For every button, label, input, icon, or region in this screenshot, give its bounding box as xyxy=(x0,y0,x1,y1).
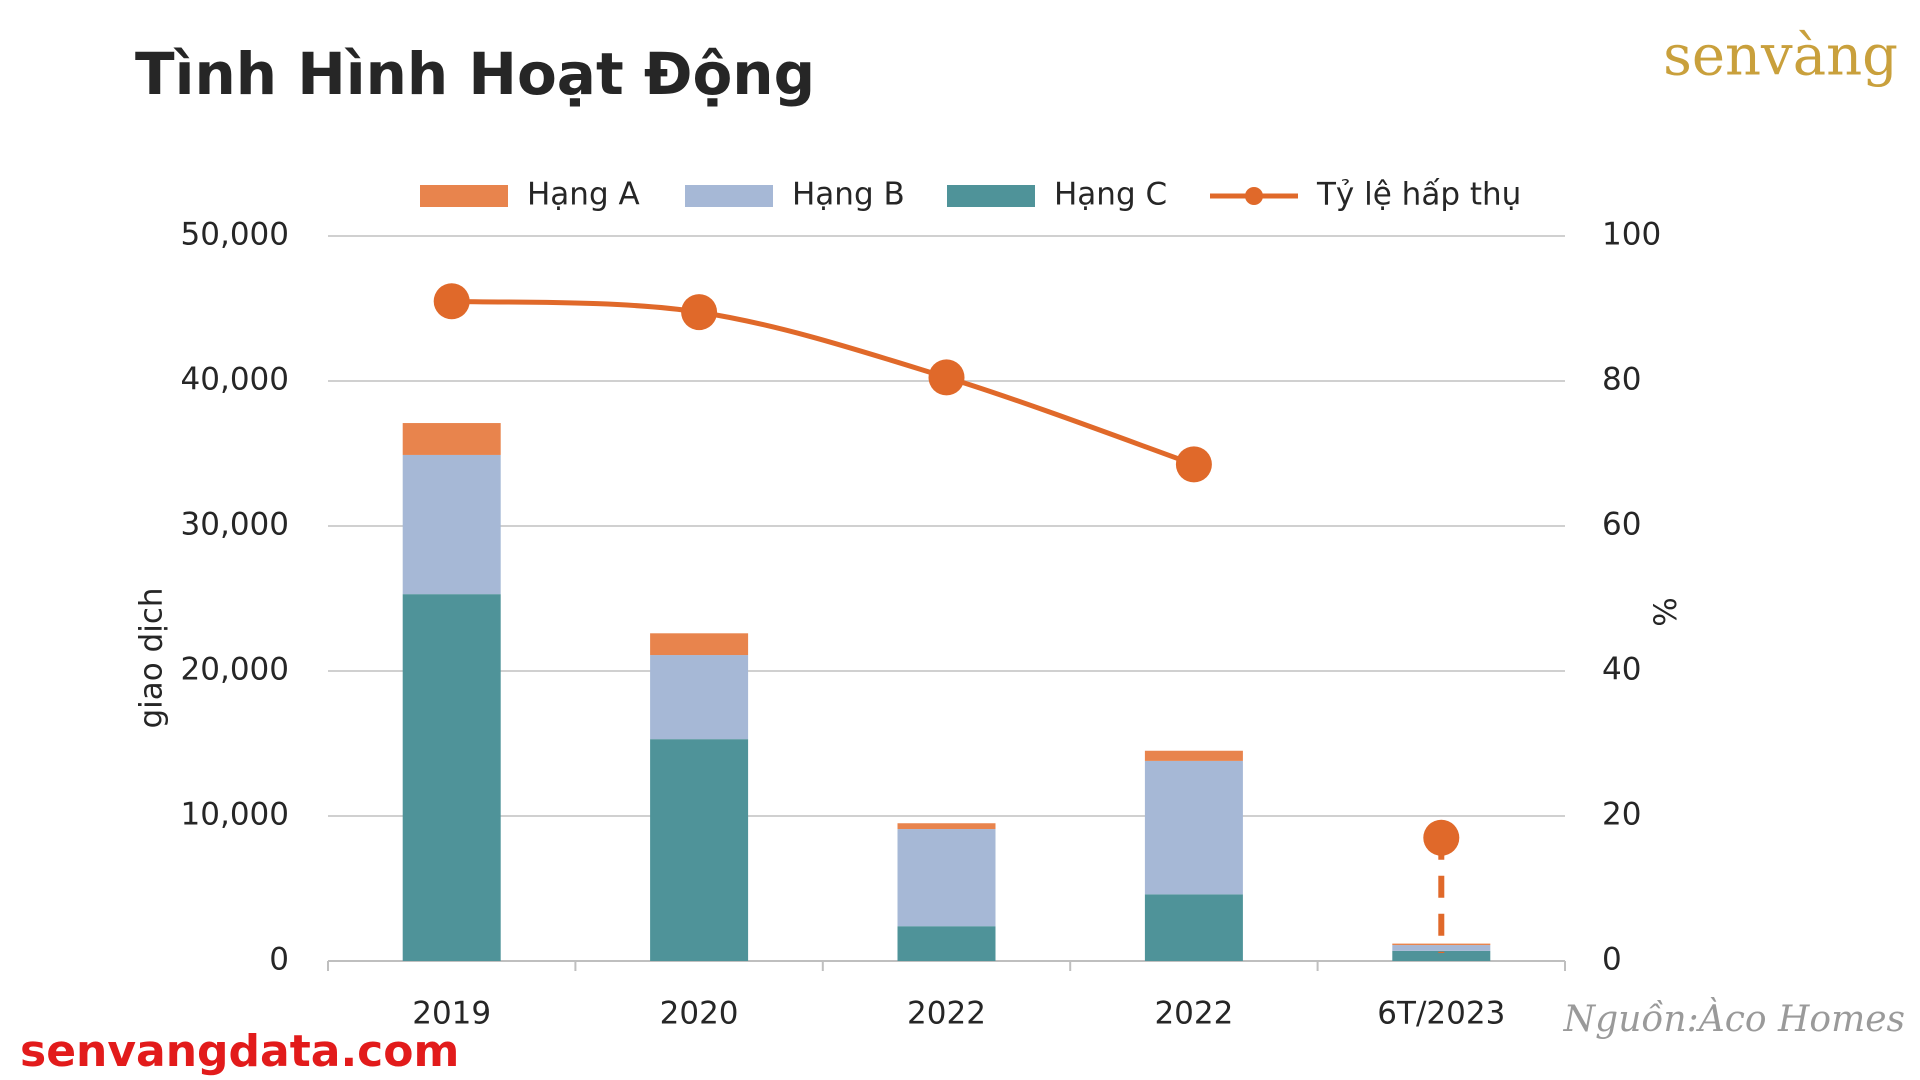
bar-segment xyxy=(650,633,749,656)
y-tick-label: 40,000 xyxy=(181,362,289,398)
line-point xyxy=(1175,446,1212,483)
y2-tick-label: 100 xyxy=(1602,217,1661,253)
line-path xyxy=(451,298,1195,467)
y2-tick-label: 80 xyxy=(1602,362,1641,398)
bar-segment xyxy=(1392,945,1491,951)
legend-label: Hạng C xyxy=(1054,177,1167,213)
y-tick-label: 0 xyxy=(269,942,289,978)
bar-segment xyxy=(1144,760,1243,895)
y-tick-label: 20,000 xyxy=(181,652,289,688)
x-tick-label: 6T/2023 xyxy=(1377,996,1505,1032)
x-tick-label: 2020 xyxy=(660,996,739,1032)
y-axis-label: giao dịch xyxy=(134,587,170,728)
y2-axis-label: % xyxy=(1646,597,1682,626)
brand-logo: senvàng xyxy=(1663,24,1898,89)
y2-tick-label: 0 xyxy=(1602,942,1622,978)
bar-segment xyxy=(1392,950,1491,961)
source: Nguồn:Àco Homes xyxy=(1563,998,1905,1040)
line-point xyxy=(1423,819,1460,856)
bar-segment xyxy=(1392,943,1491,946)
line-point xyxy=(681,294,718,331)
bar-segment xyxy=(1144,750,1243,761)
bar-segment xyxy=(897,829,996,927)
bar-segment xyxy=(650,655,749,740)
bar-segment xyxy=(402,423,501,455)
bar-segment xyxy=(402,594,501,961)
legend-marker xyxy=(1245,187,1263,205)
legend-label: Hạng A xyxy=(527,177,640,213)
bar-segment xyxy=(1144,894,1243,961)
bar-segment xyxy=(650,739,749,961)
bar-segment xyxy=(897,926,996,961)
line-point xyxy=(433,283,470,320)
line-point xyxy=(928,359,965,396)
legend-swatch xyxy=(420,185,508,207)
website: senvangdata.com xyxy=(20,1026,459,1077)
y-tick-label: 10,000 xyxy=(181,797,289,833)
y2-tick-label: 40 xyxy=(1602,652,1641,688)
legend-label: Tỷ lệ hấp thụ xyxy=(1316,177,1521,213)
x-tick-label: 2019 xyxy=(412,996,491,1032)
legend-swatch xyxy=(947,185,1035,207)
y-tick-label: 30,000 xyxy=(181,507,289,543)
x-tick-label: 2022 xyxy=(907,996,986,1032)
y2-tick-label: 60 xyxy=(1602,507,1641,543)
legend-swatch xyxy=(685,185,773,207)
chart-title: Tình Hình Hoạt Động xyxy=(135,40,815,108)
bar-segment xyxy=(402,454,501,595)
bar-segment xyxy=(897,823,996,830)
y-tick-label: 50,000 xyxy=(181,217,289,253)
legend-label: Hạng B xyxy=(792,177,905,213)
x-tick-label: 2022 xyxy=(1154,996,1233,1032)
y2-tick-label: 20 xyxy=(1602,797,1641,833)
